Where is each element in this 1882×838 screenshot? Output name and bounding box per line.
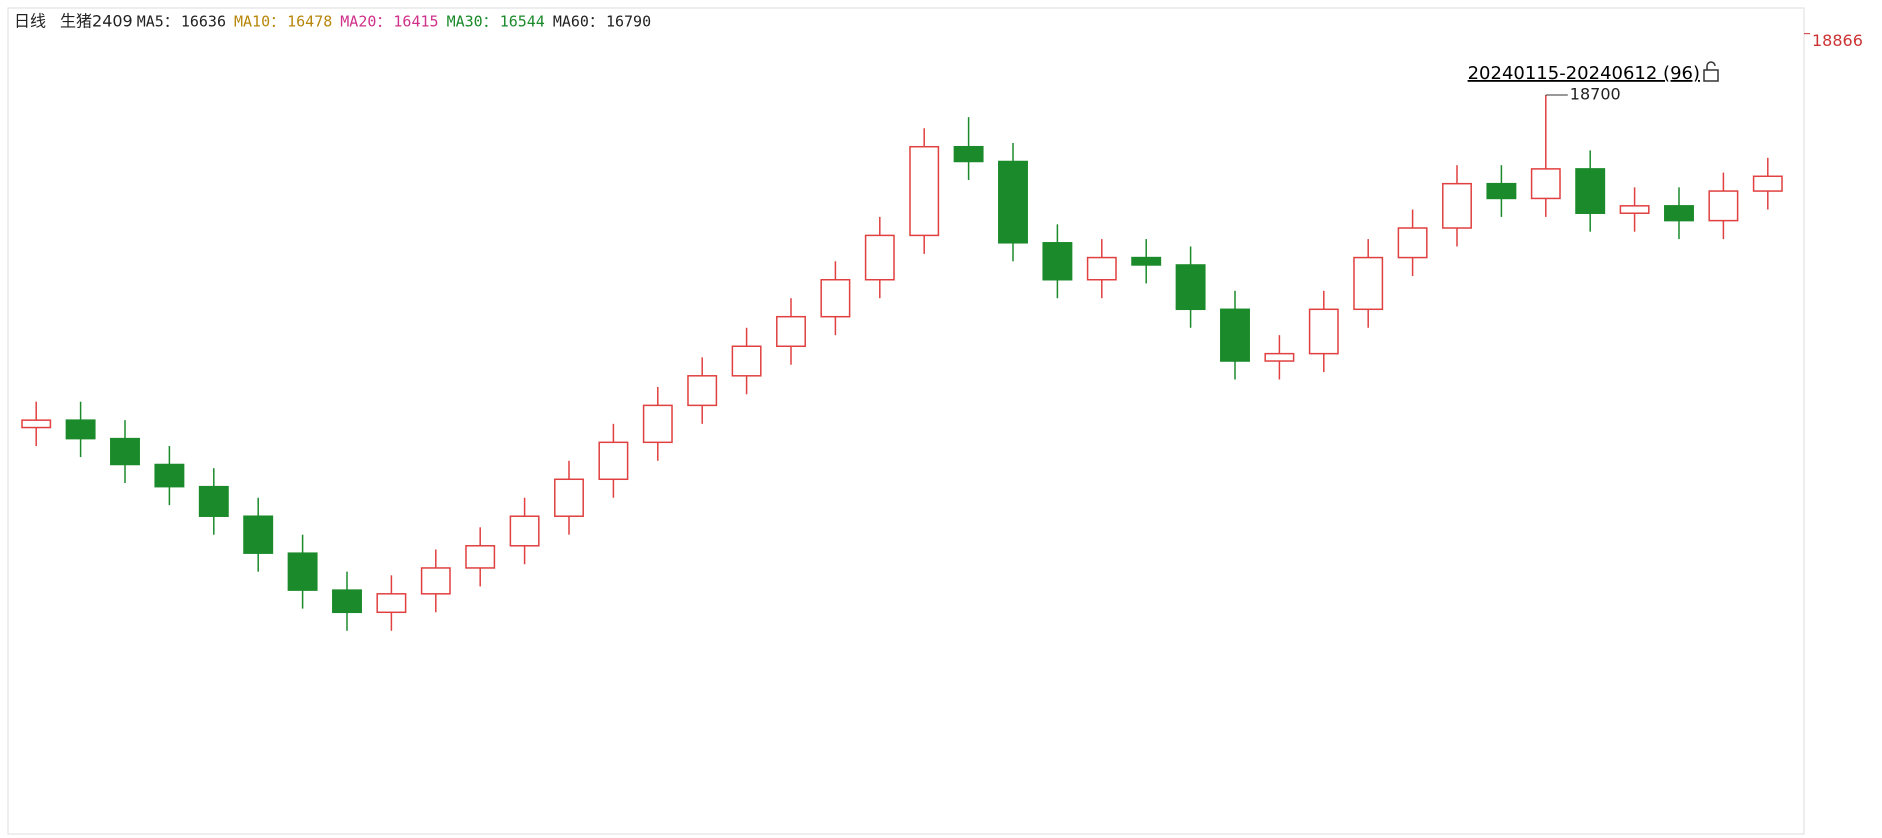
symbol: 生猪2409	[60, 12, 133, 31]
candle-body	[1709, 191, 1737, 221]
indicator-value: 16415	[393, 13, 438, 31]
candle-body	[1043, 243, 1071, 280]
candle-body	[1443, 184, 1471, 228]
candle-body	[555, 479, 583, 516]
y-tick-label: 18866	[1812, 31, 1863, 50]
candle-body	[111, 439, 139, 465]
candle-body	[777, 317, 805, 347]
indicator-value: 16478	[287, 13, 332, 31]
candle-body	[1132, 258, 1160, 265]
candle-body	[333, 590, 361, 612]
indicator-value: 16790	[606, 13, 651, 31]
candle-body	[1176, 265, 1204, 309]
candle-body	[1487, 184, 1515, 199]
indicator-value: 16544	[500, 13, 545, 31]
candle-body	[1754, 176, 1782, 191]
indicator-name: MA60：	[553, 13, 604, 31]
range-label[interactable]: 20240115-20240612 (96)	[1468, 63, 1700, 84]
candle-body	[1398, 228, 1426, 258]
indicator-name: MA20：	[340, 13, 391, 31]
candle-body	[422, 568, 450, 594]
candle-body	[732, 346, 760, 376]
indicator-name: MA5：	[137, 13, 179, 31]
candle-body	[999, 161, 1027, 242]
candle-body	[377, 594, 405, 612]
indicator-value: 16636	[181, 13, 226, 31]
candle-body	[910, 147, 938, 236]
candle-body	[288, 553, 316, 590]
candle-body	[1088, 258, 1116, 280]
candle-body	[244, 516, 272, 553]
candle-body	[1620, 206, 1648, 213]
candle-body	[200, 487, 228, 517]
candle-body	[1532, 169, 1560, 199]
indicator-name: MA10：	[234, 13, 285, 31]
candle-body	[1265, 354, 1293, 361]
chart: 日线生猪2409MA5：16636 MA10：16478 MA20：16415 MA3…	[0, 0, 1882, 838]
max-annotation: 18700	[1570, 84, 1621, 103]
candle-body	[821, 280, 849, 317]
period: 日线	[14, 12, 46, 31]
candle-body	[688, 376, 716, 406]
plot-frame	[8, 8, 1804, 834]
candle-body	[66, 420, 94, 438]
indicator-name: MA30：	[447, 13, 498, 31]
candle-body	[22, 420, 50, 427]
candle-body	[1310, 309, 1338, 353]
page: 日线生猪2409MA5：16636 MA10：16478 MA20：16415 MA3…	[0, 0, 1882, 838]
candle-body	[155, 464, 183, 486]
candle-body	[954, 147, 982, 162]
candle-body	[1665, 206, 1693, 221]
candle-body	[599, 442, 627, 479]
candle-body	[644, 405, 672, 442]
candle-body	[466, 546, 494, 568]
candle-body	[1354, 258, 1382, 310]
candle-body	[1221, 309, 1249, 361]
candle-body	[1576, 169, 1604, 213]
candle-body	[510, 516, 538, 546]
candle-body	[866, 235, 894, 279]
